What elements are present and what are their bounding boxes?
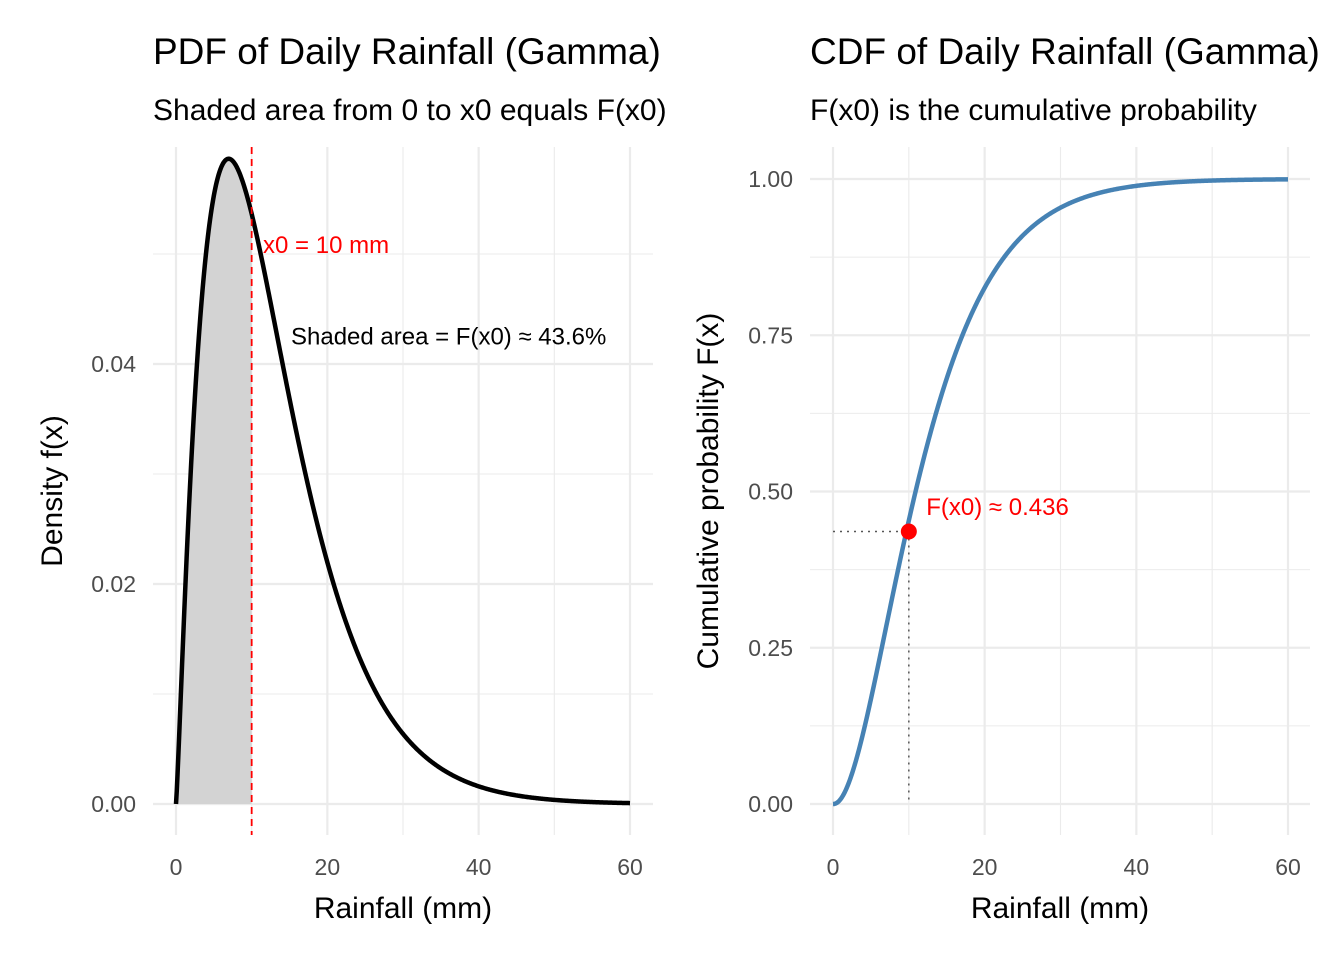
x-tick-label: 60 [1275,854,1301,880]
pdf-panel: PDF of Daily Rainfall (Gamma) Shaded are… [36,31,667,925]
y-tick-label: 1.00 [748,166,793,192]
pdf-y-axis-title: Density f(x) [36,415,69,567]
y-tick-label: 0.75 [748,322,793,348]
cdf-x-axis-title: Rainfall (mm) [971,892,1149,925]
cdf-tick-labels: 0 20 40 60 0.00 0.25 0.50 0.75 1.00 [748,166,1301,880]
y-tick-label: 0.04 [91,351,136,377]
cdf-y-axis-title: Cumulative probability F(x) [692,313,725,670]
cdf-subtitle: F(x0) is the cumulative probability [810,94,1257,127]
y-tick-label: 0.50 [748,479,793,505]
x0-label: x0 = 10 mm [263,232,389,259]
f-x0-label: F(x0) ≈ 0.436 [926,494,1069,521]
x-tick-label: 0 [827,854,840,880]
cdf-panel: CDF of Daily Rainfall (Gamma) F(x0) is t… [692,31,1320,925]
pdf-shaded-area [176,158,252,804]
y-tick-label: 0.00 [748,791,793,817]
pdf-subtitle: Shaded area from 0 to x0 equals F(x0) [153,94,667,127]
shaded-area-label: Shaded area = F(x0) ≈ 43.6% [291,324,606,351]
y-tick-label: 0.25 [748,635,793,661]
cdf-title: CDF of Daily Rainfall (Gamma) [810,31,1320,72]
x-tick-label: 0 [170,854,183,880]
pdf-tick-labels: 0 20 40 60 0.00 0.02 0.04 [91,351,643,880]
x-tick-label: 40 [1124,854,1150,880]
pdf-x-axis-title: Rainfall (mm) [314,892,492,925]
cdf-gridlines [810,147,1310,835]
f-x0-point [900,523,917,540]
x-tick-label: 40 [466,854,492,880]
x-tick-label: 20 [972,854,998,880]
pdf-title: PDF of Daily Rainfall (Gamma) [153,31,661,72]
cdf-curve [831,177,1290,807]
x-tick-label: 60 [617,854,643,880]
y-tick-label: 0.00 [91,791,136,817]
y-tick-label: 0.02 [91,571,136,597]
x-tick-label: 20 [315,854,341,880]
